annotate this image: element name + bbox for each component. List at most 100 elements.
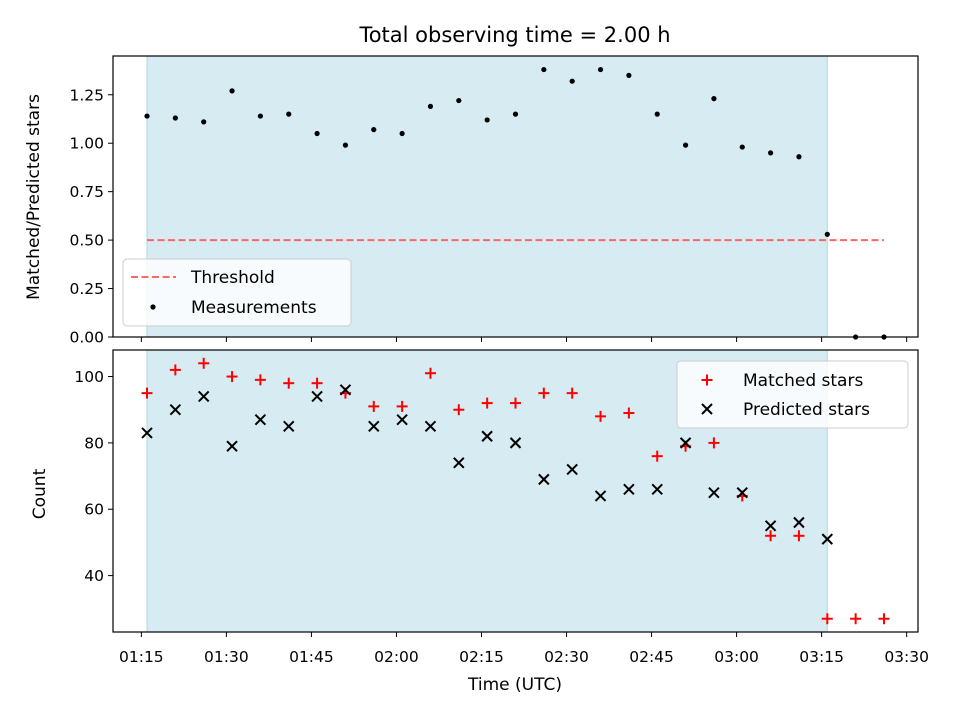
- x-tick-label: 02:15: [459, 648, 504, 666]
- predicted-star-point-b: [226, 440, 238, 452]
- measurement-point: [427, 103, 434, 109]
- matched-star-point: [453, 404, 465, 416]
- predicted-star-point-b: [736, 486, 748, 499]
- legend-threshold-label: Threshold: [190, 268, 275, 288]
- predicted-star-point: [538, 473, 550, 486]
- matched-star-point: [510, 397, 521, 409]
- matched-star-point: [651, 450, 663, 462]
- x-tick-label: 02:00: [374, 648, 419, 666]
- predicted-star-point-b: [594, 490, 607, 502]
- predicted-star-point: [821, 533, 834, 545]
- bottom-y-axis-label: Count: [30, 468, 50, 519]
- predicted-star-point-b: [339, 384, 352, 396]
- x-tick-label: 01:45: [289, 648, 334, 666]
- measurement-point: [399, 130, 405, 137]
- bottom-legend-box: [676, 360, 909, 429]
- matched-star-point: [538, 387, 550, 399]
- predicted-star-point-b: [311, 390, 323, 403]
- matched-star-point: [141, 387, 153, 399]
- predicted-star-point-b: [141, 427, 153, 439]
- x-tick-label: 01:30: [204, 648, 249, 666]
- matched-star-point: [283, 377, 295, 389]
- predicted-star-point: [509, 437, 522, 449]
- matched-star-point: [878, 613, 890, 625]
- x-tick-label: 02:45: [629, 648, 674, 666]
- measurement-point: [484, 117, 490, 123]
- predicted-star-point-b: [509, 437, 522, 449]
- predicted-star-point-b: [368, 420, 380, 433]
- top-y-tick-label: 0.00: [69, 329, 104, 347]
- predicted-star-point-b: [764, 520, 777, 532]
- x-tick-label: 02:30: [544, 648, 589, 666]
- predicted-star-point-b: [708, 486, 720, 499]
- x-tick-label: 01:15: [119, 648, 164, 666]
- matched-star-point: [765, 530, 777, 542]
- bottom-y-tick-label: 100: [74, 368, 104, 386]
- matched-star-point: [623, 407, 635, 419]
- top-y-tick-label: 0.50: [69, 232, 104, 250]
- chart-title: Total observing time = 2.00 h: [358, 23, 670, 47]
- predicted-star-point-b: [651, 483, 663, 496]
- x-tick-label: 03:00: [714, 648, 759, 666]
- predicted-star-point: [453, 457, 465, 469]
- predicted-star-point: [339, 384, 352, 396]
- predicted-star-point: [197, 390, 210, 403]
- legend-measurements-label: Measurements: [191, 298, 317, 318]
- predicted-star-point: [141, 427, 153, 439]
- measurement-point: [711, 96, 717, 102]
- matched-star-point: [368, 400, 380, 412]
- matched-star-point: [396, 400, 408, 412]
- matched-star-point: [226, 371, 238, 383]
- predicted-star-point-b: [623, 483, 635, 496]
- predicted-star-point: [311, 390, 323, 403]
- measurement-point: [371, 127, 377, 133]
- legend-predicted-swatch-b: [701, 403, 713, 415]
- matched-star-point: [850, 613, 862, 625]
- predicted-star-point: [368, 420, 380, 433]
- top-y-tick-label: 0.75: [69, 183, 104, 201]
- predicted-star-point: [623, 483, 635, 496]
- bottom-y-tick-label: 40: [84, 567, 104, 585]
- measurement-point: [456, 97, 462, 104]
- measurement-point: [682, 142, 689, 148]
- predicted-star-point: [566, 463, 578, 476]
- top-y-tick-label: 1.00: [69, 135, 104, 153]
- measurement-point: [201, 119, 207, 125]
- x-axis-label: Time (UTC): [467, 675, 562, 695]
- predicted-star-point: [481, 430, 493, 442]
- measurement-point: [569, 78, 575, 84]
- predicted-star-point: [651, 483, 663, 496]
- predicted-star-point-b: [566, 463, 578, 476]
- predicted-star-point: [396, 413, 408, 426]
- measurement-point: [796, 154, 802, 160]
- measurement-point: [229, 88, 235, 94]
- predicted-star-point: [679, 437, 692, 449]
- top-legend-box: [122, 258, 352, 327]
- top-axes-frame: [112, 55, 919, 338]
- matched-star-point: [169, 364, 181, 376]
- matched-star-point: [595, 410, 607, 422]
- predicted-star-point: [169, 404, 182, 416]
- predicted-star-point-b: [481, 430, 493, 442]
- predicted-star-point: [594, 490, 607, 502]
- predicted-star-point-b: [169, 404, 182, 416]
- measurement-point: [172, 115, 178, 121]
- x-tick-label: 03:30: [884, 648, 929, 666]
- predicted-star-point-b: [254, 413, 267, 426]
- predicted-star-point: [793, 516, 805, 529]
- top-y-tick-label: 0.25: [69, 280, 104, 298]
- predicted-star-point: [708, 486, 720, 499]
- predicted-star-point-b: [197, 390, 210, 403]
- predicted-star-point: [283, 420, 295, 433]
- measurement-point: [768, 150, 774, 156]
- legend-matched-swatch: [701, 374, 713, 386]
- bottom-axes-frame: [112, 349, 919, 633]
- matched-star-point: [481, 397, 493, 409]
- measurement-point: [286, 111, 292, 117]
- x-tick-label: 03:15: [799, 648, 844, 666]
- predicted-star-point: [736, 486, 748, 499]
- measurement-point: [512, 111, 519, 117]
- predicted-star-point-b: [793, 516, 805, 529]
- measurement-point: [654, 111, 660, 117]
